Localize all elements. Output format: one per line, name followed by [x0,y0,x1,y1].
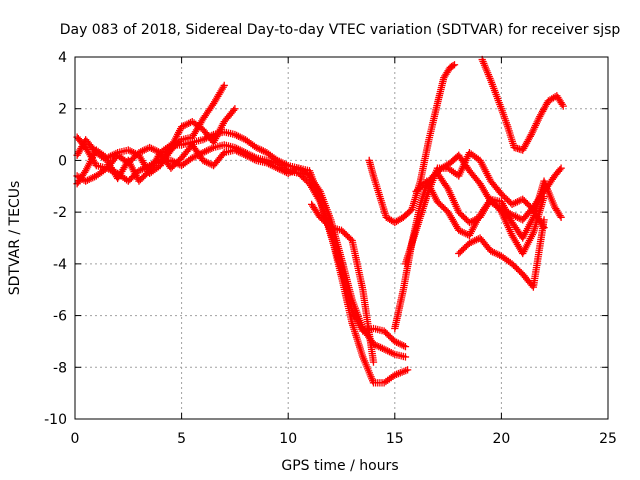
data-point [450,61,459,69]
y-axis-label: SDTVAR / TECUs [7,181,23,296]
y-tick-label: 0 [58,153,67,169]
y-tick-label: 4 [58,50,67,66]
data-point [557,213,565,221]
data-point [401,342,410,351]
data-point [557,164,565,172]
series-13 [478,55,567,154]
x-tick-label: 0 [71,431,80,447]
plot-frame [74,56,609,420]
y-tick-labels: -10 -8 -6 -4 -2 0 2 4 [44,50,67,428]
series-5 [156,105,239,167]
data-point [540,216,548,224]
data-point [401,353,410,361]
series-9 [401,149,548,268]
data-point [369,358,378,366]
x-axis-label: GPS time / hours [281,458,398,474]
x-tick-label: 15 [386,431,404,447]
axis-ticks [74,56,609,420]
data-point [220,81,228,90]
data-point [403,366,412,374]
y-tick-label: -8 [53,360,67,376]
x-tick-labels: 0 5 10 15 20 25 [71,431,617,447]
series-11 [433,169,565,242]
series-6 [308,200,378,366]
x-tick-label: 10 [279,431,297,447]
y-tick-label: 2 [58,102,67,118]
series-7 [365,61,459,227]
data-points [73,55,567,387]
series-3 [73,136,410,351]
data-point [231,105,239,113]
data-point [559,102,567,110]
x-tick-label: 25 [599,431,617,447]
y-tick-label: -6 [53,309,67,325]
y-tick-label: -10 [44,412,67,428]
chart-title: Day 083 of 2018, Sidereal Day-to-day VTE… [60,22,621,38]
y-tick-label: -2 [53,205,67,221]
series-12 [455,216,548,291]
x-tick-label: 5 [177,431,186,447]
x-tick-label: 20 [492,431,510,447]
y-tick-label: -4 [53,257,67,273]
